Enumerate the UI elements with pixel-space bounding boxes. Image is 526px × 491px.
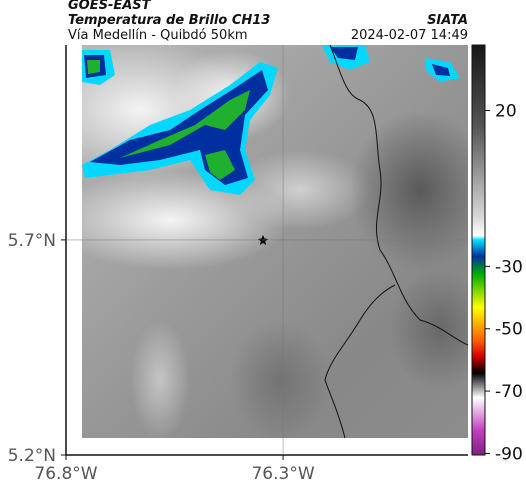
border (324, 284, 396, 438)
colorbar (471, 44, 486, 456)
x-tick-label: 76.8°W (34, 464, 97, 484)
header-source: SIATA (427, 13, 468, 28)
colorbar-tick-label: 20 (495, 101, 517, 121)
cold-cloud-tops (82, 45, 460, 195)
y-tick-label: 5.7°N (8, 231, 56, 251)
colorbar-tick-label: -50 (495, 320, 523, 340)
header-subtitle: Temperatura de Brillo CH13 (68, 13, 270, 28)
x-tick-label: 76.3°W (251, 464, 314, 484)
header-datetime: 2024-02-07 14:49 (351, 28, 468, 43)
header-region: Vía Medellín - Quibdó 50km (68, 28, 248, 43)
map-axes (65, 45, 468, 456)
colorbar-tick-label: -70 (495, 382, 523, 402)
colorbar-tick-label: -90 (495, 444, 523, 464)
y-tick-label: 5.2°N (8, 446, 56, 466)
border (329, 45, 468, 346)
colorbar-tick-label: -30 (495, 257, 523, 277)
header-title: GOES-EAST (68, 0, 152, 13)
satellite-image (82, 45, 468, 438)
